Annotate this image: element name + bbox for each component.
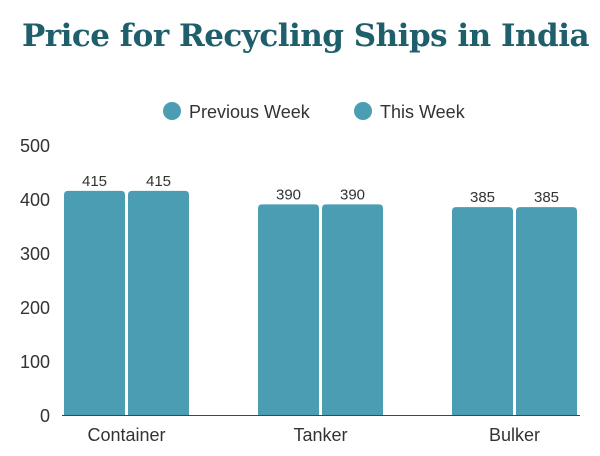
bar [452,207,513,415]
data-label: 385 [470,189,495,206]
legend-marker-2 [354,102,372,120]
bar [258,204,319,415]
chart-title: Price for Recycling Ships in India [22,18,590,54]
data-label: 415 [146,173,171,190]
y-tick-label: 500 [20,136,50,156]
data-label: 390 [340,186,365,203]
x-tick-label: Bulker [489,425,540,445]
bar [322,204,383,415]
data-label: 385 [534,189,559,206]
legend-label-1: Previous Week [189,102,311,122]
data-label: 390 [276,186,301,203]
legend-label-2: This Week [380,102,466,122]
y-tick-label: 400 [20,190,50,210]
y-tick-label: 200 [20,298,50,318]
bar [128,190,189,415]
y-tick-label: 0 [40,406,50,426]
data-label: 415 [82,173,107,190]
bar [64,190,125,415]
legend-marker-1 [163,102,181,120]
x-tick-label: Tanker [293,425,347,445]
bar [516,207,577,415]
y-tick-label: 300 [20,244,50,264]
x-tick-label: Container [87,425,165,445]
y-tick-label: 100 [20,352,50,372]
